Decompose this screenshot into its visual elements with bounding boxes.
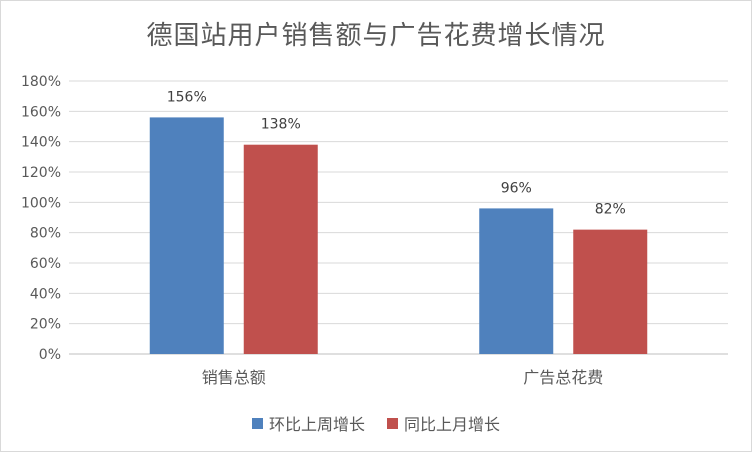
- y-tick-label: 100%: [21, 195, 61, 211]
- y-tick-label: 120%: [21, 165, 61, 181]
- y-tick-label: 140%: [21, 135, 61, 151]
- x-category-label: 广告总花费: [523, 368, 603, 387]
- y-tick-label: 20%: [30, 317, 61, 333]
- legend-label-series-2: 同比上月增长: [404, 415, 501, 434]
- y-tick-label: 60%: [30, 256, 61, 272]
- data-label: 96%: [501, 180, 532, 196]
- y-tick-label: 160%: [21, 104, 61, 120]
- bar-2-2: [573, 229, 648, 354]
- legend-label-series-1: 环比上周增长: [268, 415, 365, 434]
- bar-1-2: [479, 208, 554, 354]
- data-label: 156%: [167, 89, 207, 105]
- legend-swatch-series-2: [387, 417, 398, 429]
- bar-1-1: [149, 117, 224, 355]
- legend-item-series-1: 环比上周增长: [251, 411, 365, 435]
- legend-item-series-2: 同比上月增长: [387, 411, 500, 435]
- y-tick-label: 180%: [21, 74, 61, 90]
- y-tick-label: 0%: [39, 347, 61, 363]
- data-label: 82%: [595, 202, 626, 218]
- chart-title: 德国站用户销售额与广告花费增长情况: [146, 21, 606, 51]
- x-category-label: 销售总额: [202, 368, 266, 387]
- data-label: 138%: [261, 117, 301, 133]
- bar-2-1: [243, 144, 318, 354]
- y-tick-label: 40%: [30, 286, 61, 302]
- y-tick-label: 80%: [30, 226, 61, 242]
- legend: 环比上周增长 同比上月增长: [1, 411, 751, 435]
- legend-swatch-series-1: [251, 417, 263, 429]
